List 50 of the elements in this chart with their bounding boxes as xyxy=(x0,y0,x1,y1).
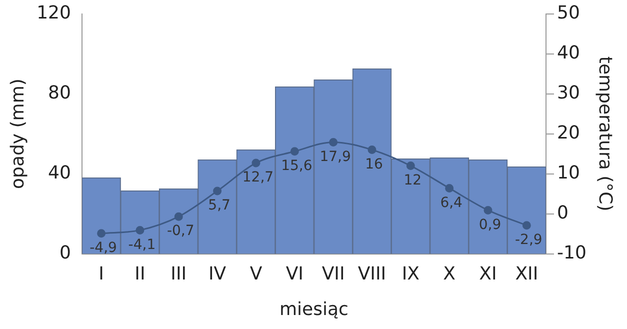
data-label: 5,7 xyxy=(208,198,230,214)
point xyxy=(213,186,222,196)
x-tick-label: VI xyxy=(286,263,304,284)
data-label: -4,9 xyxy=(90,240,117,256)
x-tick-label: XI xyxy=(479,263,497,284)
y2-tick-label: 0 xyxy=(557,202,568,224)
data-label: -4,1 xyxy=(128,236,156,253)
x-tick-label: II xyxy=(134,263,146,284)
y2-tick-label: 10 xyxy=(557,162,580,184)
data-label: 15,6 xyxy=(281,158,312,174)
y-tick-label: 120 xyxy=(36,2,71,24)
point xyxy=(136,226,144,234)
x-tick-label: V xyxy=(250,263,263,284)
data-label: 0,9 xyxy=(478,216,502,233)
y2-tick-label: 40 xyxy=(557,42,580,64)
point xyxy=(290,147,299,156)
data-label: -2,9 xyxy=(515,232,542,248)
x-tick-label: III xyxy=(170,263,187,284)
point xyxy=(368,146,376,154)
x-tick-label: VIII xyxy=(358,263,386,284)
point xyxy=(174,212,183,221)
point xyxy=(252,158,260,168)
point xyxy=(484,206,492,214)
y-tick-label: 40 xyxy=(48,162,71,184)
y-tick-label: 0 xyxy=(60,242,71,264)
x-tick-label: X xyxy=(443,263,456,284)
x-tick-label: VII xyxy=(322,263,345,284)
data-label: 12,7 xyxy=(242,170,274,186)
y2-tick-label: 50 xyxy=(557,2,580,24)
data-label: 16 xyxy=(365,156,383,172)
point xyxy=(445,184,454,192)
data-label: 12 xyxy=(404,172,422,188)
x-tick-label: I xyxy=(98,263,104,284)
y2-tick-label: -10 xyxy=(557,242,586,264)
y-tick-label: 80 xyxy=(48,82,71,104)
x-tick-label: IV xyxy=(208,263,227,284)
data-label: 17,9 xyxy=(320,148,351,165)
point xyxy=(522,221,531,230)
x-tick-label: IX xyxy=(402,263,420,284)
y2-tick-label: 30 xyxy=(557,82,580,104)
x-tick-label: XII xyxy=(515,263,538,284)
y-axis-title: opady (mm) xyxy=(7,78,28,189)
y2-axis-title: temperatura (°C) xyxy=(594,56,616,212)
x-axis-title: miesiąc xyxy=(280,298,348,320)
data-label: 6,4 xyxy=(440,194,463,211)
point xyxy=(329,138,338,146)
point xyxy=(406,162,415,170)
point xyxy=(97,229,106,238)
y2-tick-label: 20 xyxy=(557,122,580,144)
data-label: -0,7 xyxy=(166,223,194,240)
